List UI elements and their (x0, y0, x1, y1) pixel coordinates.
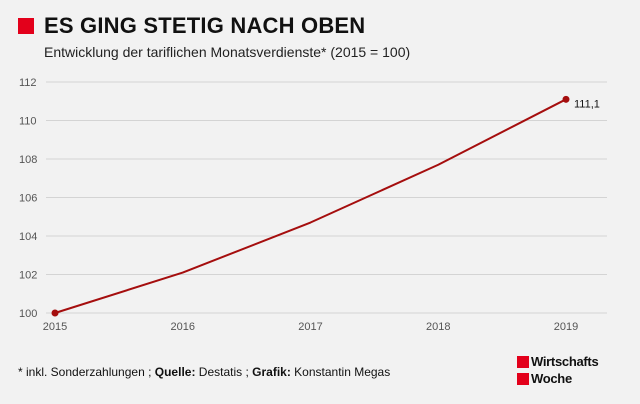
x-tick-label-2017: 2017 (298, 321, 322, 333)
source-label: Quelle: (154, 365, 196, 379)
chart-title: ES GING STETIG NACH OBEN (44, 13, 366, 38)
y-tick-label-108: 108 (19, 154, 37, 166)
y-tick-label-106: 106 (19, 193, 37, 205)
chart-subtitle: Entwicklung der tariflichen Monatsverdie… (44, 44, 411, 60)
y-tick-label-104: 104 (19, 231, 37, 243)
source-value: Destatis ; (195, 365, 253, 379)
x-axis-tick-labels: 2015 2016 2017 2018 2019 (43, 321, 578, 333)
data-label-0: 111,1 (574, 98, 600, 110)
footnote-text: * inkl. Sonderzahlungen ; (18, 365, 155, 379)
x-tick-label-2015: 2015 (43, 321, 67, 333)
x-tick-label-2016: 2016 (171, 321, 195, 333)
chart-header: ES GING STETIG NACH OBEN Entwicklung der… (18, 14, 622, 60)
title-marker (18, 18, 34, 34)
graphic-label: Grafik: (252, 365, 291, 379)
logo-square-top (517, 355, 529, 368)
data-point-2019 (562, 95, 570, 103)
logo-line-1: Wirtschafts (531, 354, 599, 369)
y-tick-label-102: 102 (19, 270, 37, 282)
y-axis-tick-labels: 100 102 104 106 108 110 112 (19, 77, 37, 320)
x-tick-label-2019: 2019 (554, 321, 578, 333)
data-point-2015 (51, 309, 59, 317)
series-line-0 (54, 98, 567, 314)
series-group (51, 95, 570, 317)
annotation-group: 111,1 (574, 98, 600, 110)
x-tick-label-2018: 2018 (426, 321, 450, 333)
y-tick-label-110: 110 (19, 116, 37, 128)
wirtschaftswoche-logo: Wirtschafts Woche (517, 353, 609, 387)
graphic-value: Konstantin Megas (290, 365, 391, 379)
title-row: ES GING STETIG NACH OBEN (18, 14, 622, 38)
logo-line-2: Woche (531, 371, 572, 386)
y-tick-label-112: 112 (19, 77, 37, 89)
chart-footer: * inkl. Sonderzahlungen ; Quelle: Destat… (18, 365, 390, 379)
logo-square-bottom (517, 372, 529, 385)
y-tick-label-100: 100 (19, 308, 37, 320)
grid-lines (46, 81, 607, 314)
